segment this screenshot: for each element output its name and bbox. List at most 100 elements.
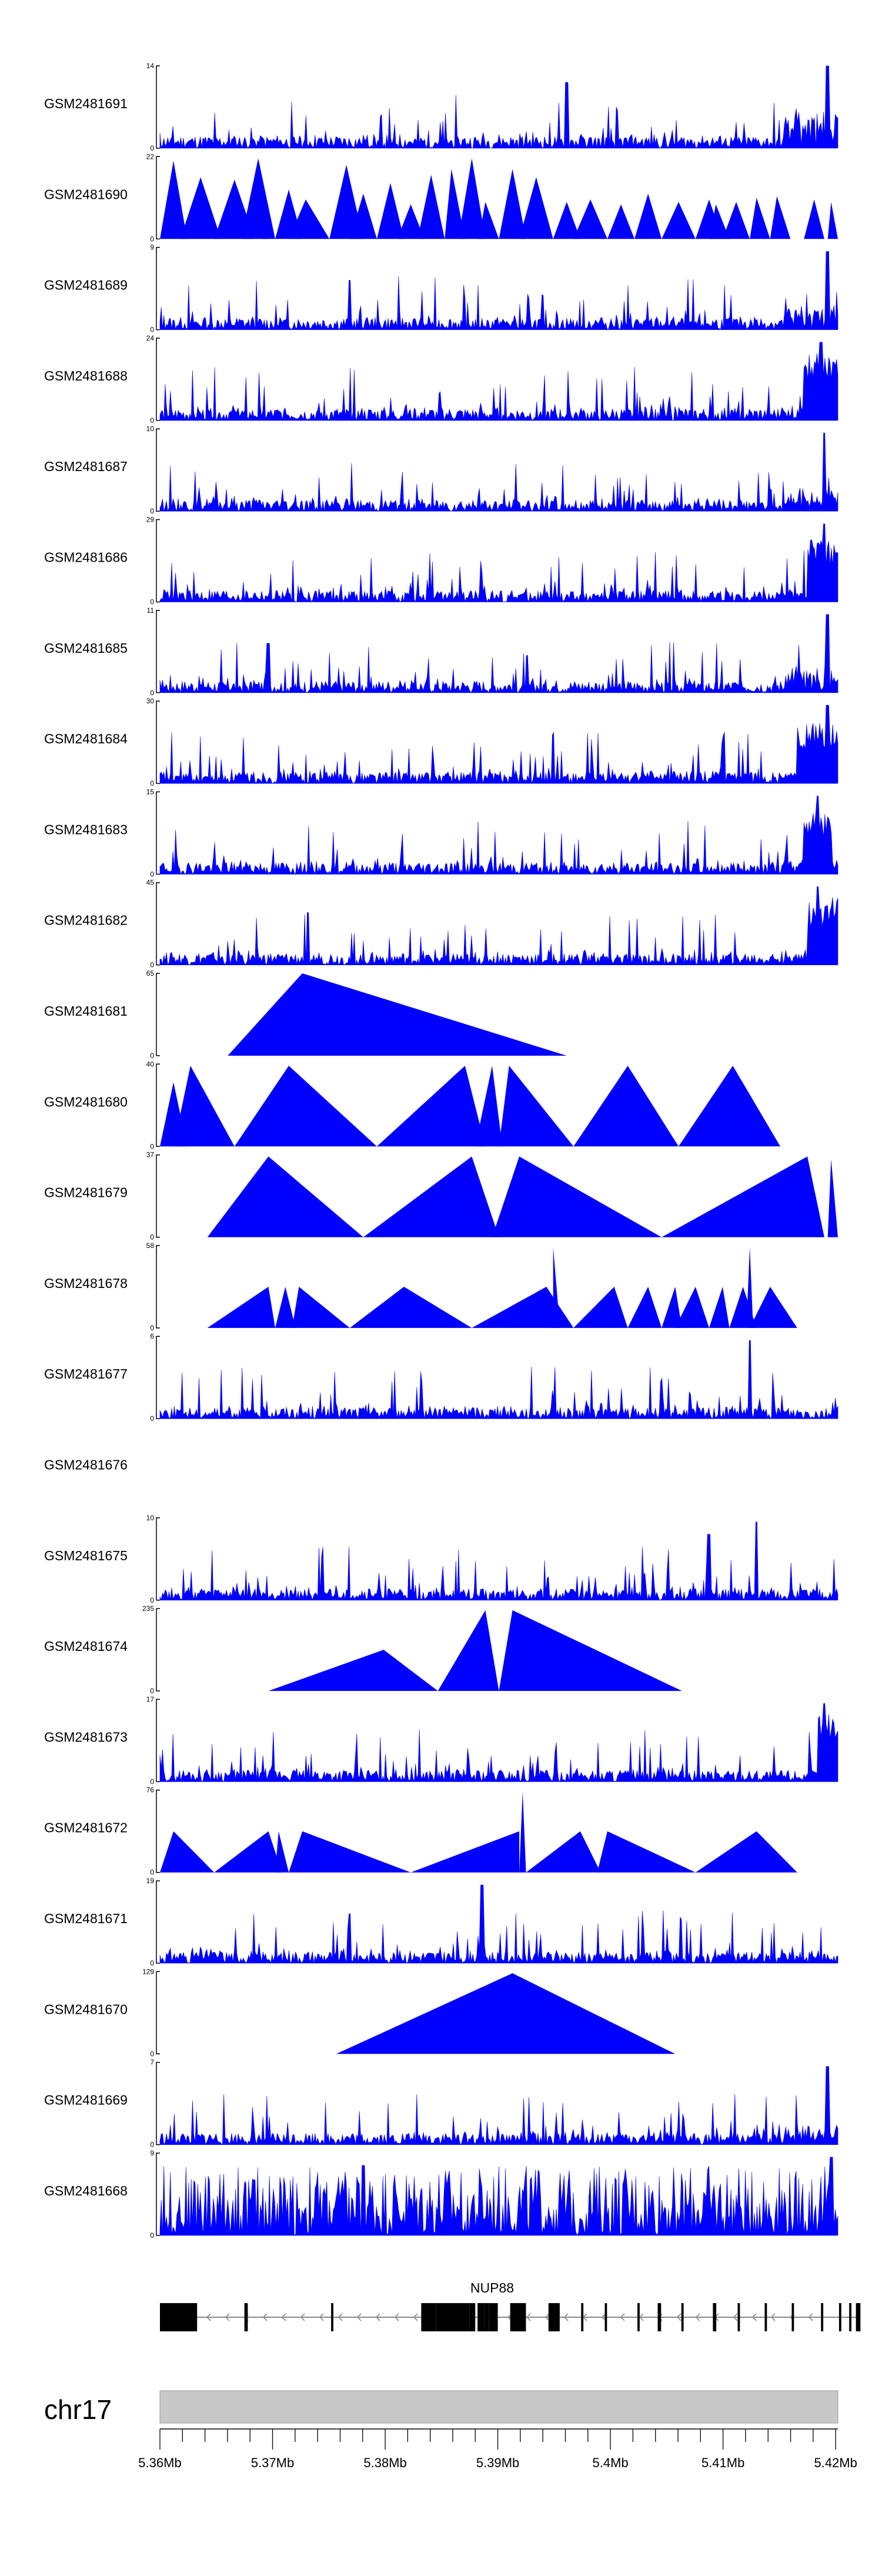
coverage-area — [159, 614, 838, 693]
coverage-triangle — [746, 1247, 753, 1328]
y-axis — [156, 1880, 160, 1964]
track-GSM2481683: GSM2481683 15 0 — [44, 788, 838, 878]
exon — [489, 2303, 498, 2331]
exon — [548, 2303, 560, 2331]
track-label: GSM2481686 — [44, 550, 128, 565]
exon — [657, 2303, 662, 2331]
track-GSM2481681: GSM2481681 65 0 — [44, 969, 567, 1060]
exon — [821, 2303, 824, 2331]
strand-arrow — [601, 2313, 606, 2321]
strand-arrow — [319, 2313, 324, 2321]
strand-arrow — [563, 2313, 569, 2321]
strand-arrow — [300, 2313, 305, 2321]
coverage-triangle — [437, 1610, 499, 1691]
coverage-triangle — [349, 193, 377, 239]
y-axis — [156, 1608, 160, 1691]
coverage-triangle — [349, 1286, 472, 1328]
exon — [436, 2303, 470, 2331]
track-GSM2481687: GSM2481687 10 0 — [44, 425, 838, 515]
y-tick-zero: 0 — [150, 870, 154, 878]
strand-arrow — [206, 2313, 211, 2321]
track-GSM2481689: GSM2481689 9 0 — [44, 243, 838, 334]
strand-arrow — [356, 2313, 362, 2321]
coverage-triangle — [289, 199, 330, 239]
track-GSM2481679: GSM2481679 37 0 — [44, 1151, 838, 1242]
track-label: GSM2481668 — [44, 2183, 128, 2198]
track-GSM2481678: GSM2481678 58 0 — [44, 1242, 797, 1332]
coverage-triangle — [662, 1156, 824, 1237]
coverage-triangle — [499, 1066, 574, 1147]
coverage-triangle — [475, 1066, 503, 1147]
y-tick-max: 129 — [142, 1967, 154, 1976]
coverage-triangle — [519, 1791, 526, 1873]
track-label: GSM2481675 — [44, 1548, 128, 1563]
y-tick-max: 6 — [150, 1332, 154, 1340]
coverage-triangle — [827, 202, 838, 239]
y-tick-zero: 0 — [150, 598, 154, 606]
coverage-triangle — [722, 202, 750, 239]
x-tick-label: 5.42Mb — [814, 2455, 857, 2470]
coverage-area — [159, 1521, 838, 1601]
track-label: GSM2481681 — [44, 1003, 128, 1019]
y-tick-max: 15 — [146, 788, 155, 796]
track-GSM2481685: GSM2481685 11 0 — [44, 606, 838, 697]
y-tick-zero: 0 — [150, 2050, 154, 2058]
exon — [713, 2303, 717, 2331]
track-label: GSM2481691 — [44, 96, 128, 111]
exon — [637, 2303, 640, 2331]
track-GSM2481672: GSM2481672 76 0 — [44, 1786, 797, 1877]
y-tick-zero: 0 — [150, 1687, 154, 1695]
coverage-triangle — [160, 1831, 215, 1873]
y-tick-zero: 0 — [150, 1868, 154, 1877]
y-tick-max: 7 — [150, 2058, 154, 2067]
coverage-triangle — [526, 1831, 601, 1873]
y-tick-zero: 0 — [150, 689, 154, 697]
coverage-triangle — [275, 1286, 296, 1328]
track-label: GSM2481673 — [44, 1729, 128, 1744]
strand-arrow — [639, 2313, 644, 2321]
track-GSM2481670: GSM2481670 129 0 — [44, 1967, 676, 2058]
exon — [604, 2303, 607, 2331]
chromosome-label: chr17 — [44, 2394, 112, 2425]
coverage-triangle — [679, 1066, 780, 1147]
y-tick-max: 22 — [146, 152, 155, 161]
y-axis — [156, 700, 160, 784]
gene-track: NUP88 — [160, 2280, 861, 2331]
coverage-triangle — [458, 158, 486, 239]
y-axis — [156, 338, 160, 421]
track-GSM2481682: GSM2481682 45 0 — [44, 879, 838, 969]
strand-arrow — [338, 2313, 343, 2321]
y-tick-max: 45 — [146, 879, 155, 887]
coverage-triangle — [214, 1831, 282, 1873]
y-tick-max: 24 — [146, 334, 155, 342]
strand-arrow — [413, 2313, 418, 2321]
y-axis — [156, 791, 160, 875]
track-label: GSM2481676 — [44, 1457, 128, 1473]
track-label: GSM2481684 — [44, 731, 128, 746]
track-GSM2481688: GSM2481688 24 0 — [44, 334, 838, 425]
track-label: GSM2481677 — [44, 1366, 128, 1382]
coverage-triangle — [750, 1286, 797, 1328]
y-axis — [156, 428, 160, 512]
coverage-triangle — [160, 161, 188, 239]
strand-arrow — [394, 2313, 399, 2321]
coverage-triangle — [553, 1247, 560, 1328]
exon — [849, 2303, 851, 2331]
y-tick-max: 10 — [146, 425, 155, 433]
y-axis — [156, 1517, 160, 1601]
track-label: GSM2481683 — [44, 822, 128, 837]
y-tick-max: 9 — [150, 243, 154, 252]
coverage-triangle — [750, 198, 770, 239]
strand-arrow — [808, 2313, 813, 2321]
y-tick-zero: 0 — [150, 416, 154, 425]
track-label: GSM2481671 — [44, 1911, 128, 1926]
y-axis — [156, 973, 160, 1056]
y-tick-max: 9 — [150, 2149, 154, 2157]
strand-arrow — [262, 2313, 268, 2321]
coverage-triangle — [363, 1156, 499, 1237]
coverage-triangle — [499, 169, 526, 239]
y-tick-max: 17 — [146, 1695, 155, 1703]
exon — [484, 2303, 489, 2331]
coverage-triangle — [445, 169, 465, 239]
strand-arrow — [770, 2313, 776, 2321]
